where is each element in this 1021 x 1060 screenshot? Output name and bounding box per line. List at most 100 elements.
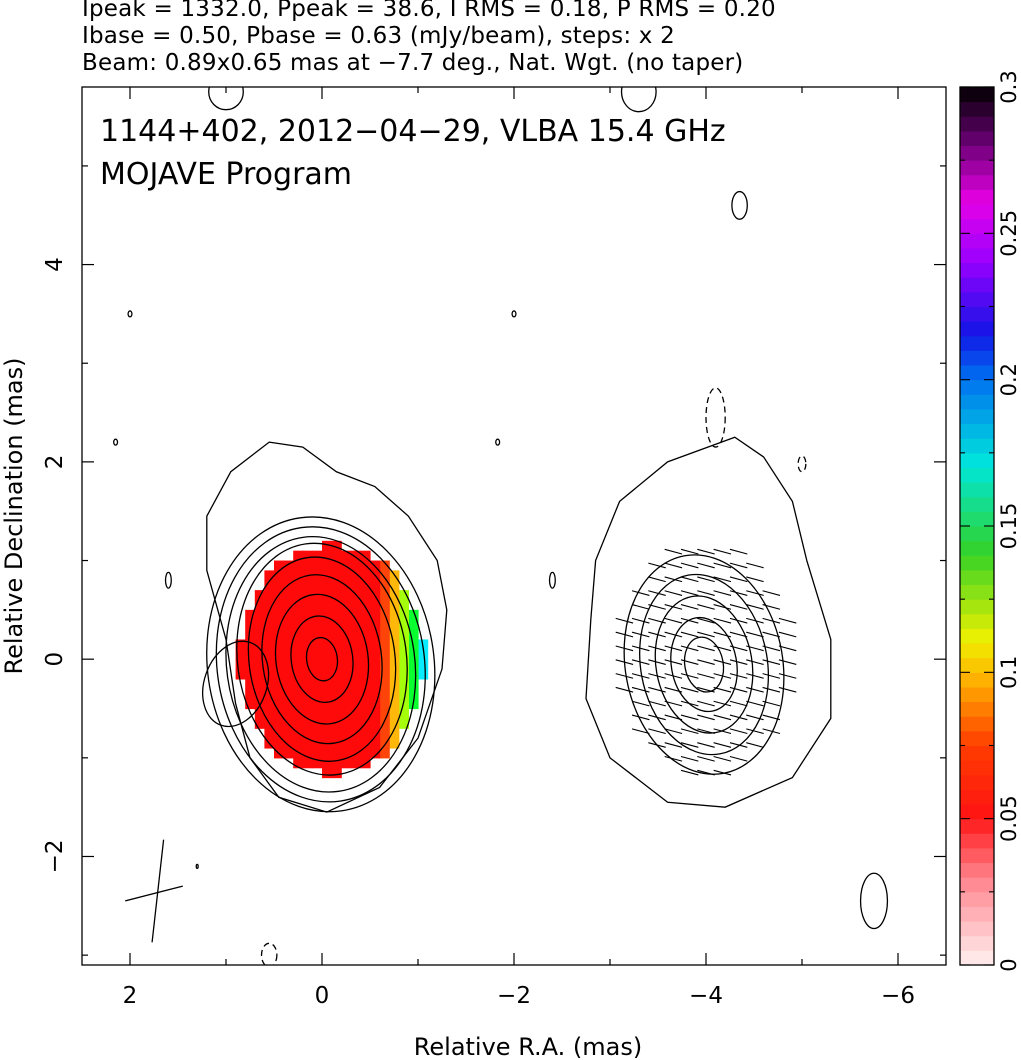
evpa-vector (680, 562, 699, 569)
frac-pol-pixel (283, 590, 294, 601)
frac-pol-pixel (235, 669, 246, 680)
evpa-vector (746, 576, 764, 583)
evpa-vector (762, 673, 781, 679)
colorbar-cell (960, 774, 994, 790)
frac-pol-pixel (293, 659, 304, 670)
frac-pol-pixel (379, 570, 390, 581)
evpa-vector (648, 714, 666, 721)
frac-pol-pixel (408, 619, 419, 631)
frac-pol-pixel (322, 669, 333, 680)
y-tick-label: 4 (42, 257, 68, 272)
frac-pol-pixel (360, 649, 371, 660)
y-axis-label: Relative Declination (mas) (0, 357, 28, 674)
evpa-vector (680, 604, 699, 610)
evpa-vector (746, 673, 764, 679)
evpa-vector (697, 645, 715, 652)
evpa-vector (615, 686, 634, 693)
frac-pol-pixel (379, 698, 390, 710)
frac-pol-pixel (283, 738, 294, 749)
colorbar-cell (960, 862, 994, 878)
evpa-vector (680, 631, 699, 638)
frac-pol-pixel (341, 609, 352, 621)
cross-marker-line (125, 885, 183, 902)
colorbar-cell (960, 730, 994, 746)
evpa-vector (746, 604, 764, 610)
evpa-vector (631, 645, 650, 652)
frac-pol-pixel (398, 609, 409, 621)
frac-pol-pixel (370, 698, 381, 710)
evpa-vector (615, 673, 634, 679)
frac-pol-pixel (331, 629, 342, 641)
frac-pol-pixel (341, 599, 352, 611)
frac-pol-pixel (264, 708, 275, 719)
frac-pol-pixel (293, 599, 304, 611)
frac-pol-pixel (360, 669, 371, 680)
frac-pol-pixel (389, 619, 400, 631)
frac-pol-pixel (312, 659, 323, 670)
pol-panel-contour (683, 636, 725, 693)
colorbar-tick-label: 0.05 (997, 795, 1021, 842)
frac-pol-pixel (398, 590, 409, 601)
frac-pol-pixel (302, 560, 313, 571)
colorbar-cell (960, 350, 994, 366)
colorbar-cell (960, 789, 994, 805)
evpa-vector (713, 700, 732, 707)
frac-pol-pixel (370, 669, 381, 680)
evpa-vector (746, 742, 764, 748)
frac-pol-pixel (274, 560, 285, 571)
frac-pol-pixel (350, 708, 361, 719)
frac-pol-pixel (379, 738, 390, 749)
frac-pol-pixel (360, 678, 371, 690)
frac-pol-pixel (370, 599, 381, 611)
colorbar-cell (960, 613, 994, 629)
evpa-vector (713, 673, 732, 679)
x-tick-label: −6 (881, 983, 915, 1009)
evpa-vector (680, 659, 699, 665)
frac-pol-pixel (264, 629, 275, 641)
colorbar-cell (960, 467, 994, 483)
frac-pol-pixel (274, 580, 285, 591)
frac-pol-pixel (322, 757, 333, 769)
noise-contour (127, 310, 133, 318)
evpa-vector (746, 714, 764, 721)
evpa-vector (680, 728, 699, 735)
frac-pol-pixel (302, 747, 313, 759)
colorbar-cell (960, 277, 994, 293)
frac-pol-pixel (389, 678, 400, 690)
frac-pol-pixel (398, 669, 409, 680)
frac-pol-pixel (312, 619, 323, 631)
frac-pol-pixel (331, 688, 342, 700)
evpa-vector (680, 755, 699, 762)
frac-pol-pixel (350, 639, 361, 650)
frac-pol-pixel (408, 669, 419, 680)
evpa-vector (713, 590, 732, 596)
frac-pol-pixel (322, 688, 333, 700)
frac-pol-pixel (331, 550, 342, 562)
evpa-vector (697, 769, 715, 776)
colorbar-cell (960, 921, 994, 937)
frac-pol-pixel (350, 599, 361, 611)
colorbar-tick-label: 0.2 (997, 363, 1021, 396)
colorbar-cell (960, 906, 994, 922)
cross-marker-line (151, 839, 165, 943)
colorbar-cell (960, 818, 994, 834)
colorbar-cell (960, 130, 994, 147)
frac-pol-pixel (312, 580, 323, 591)
frac-pol-pixel (331, 747, 342, 759)
evpa-vector (664, 604, 683, 610)
frac-pol-pixel (350, 629, 361, 641)
noise-contour (164, 571, 172, 589)
colorbar-cell (960, 423, 994, 439)
frac-pol-pixel (293, 649, 304, 660)
evpa-vector (697, 631, 715, 638)
frac-pol-pixel (302, 738, 313, 749)
evpa-vector (631, 631, 650, 638)
frac-pol-pixel (245, 629, 256, 641)
frac-pol-pixel (331, 540, 342, 552)
frac-pol-pixel (274, 659, 285, 670)
frac-pol-pixel (331, 678, 342, 690)
colorbar-cell (960, 935, 994, 951)
evpa-vector (729, 590, 748, 596)
frac-pol-pixel (350, 698, 361, 710)
stokes-i-contour (305, 636, 339, 682)
